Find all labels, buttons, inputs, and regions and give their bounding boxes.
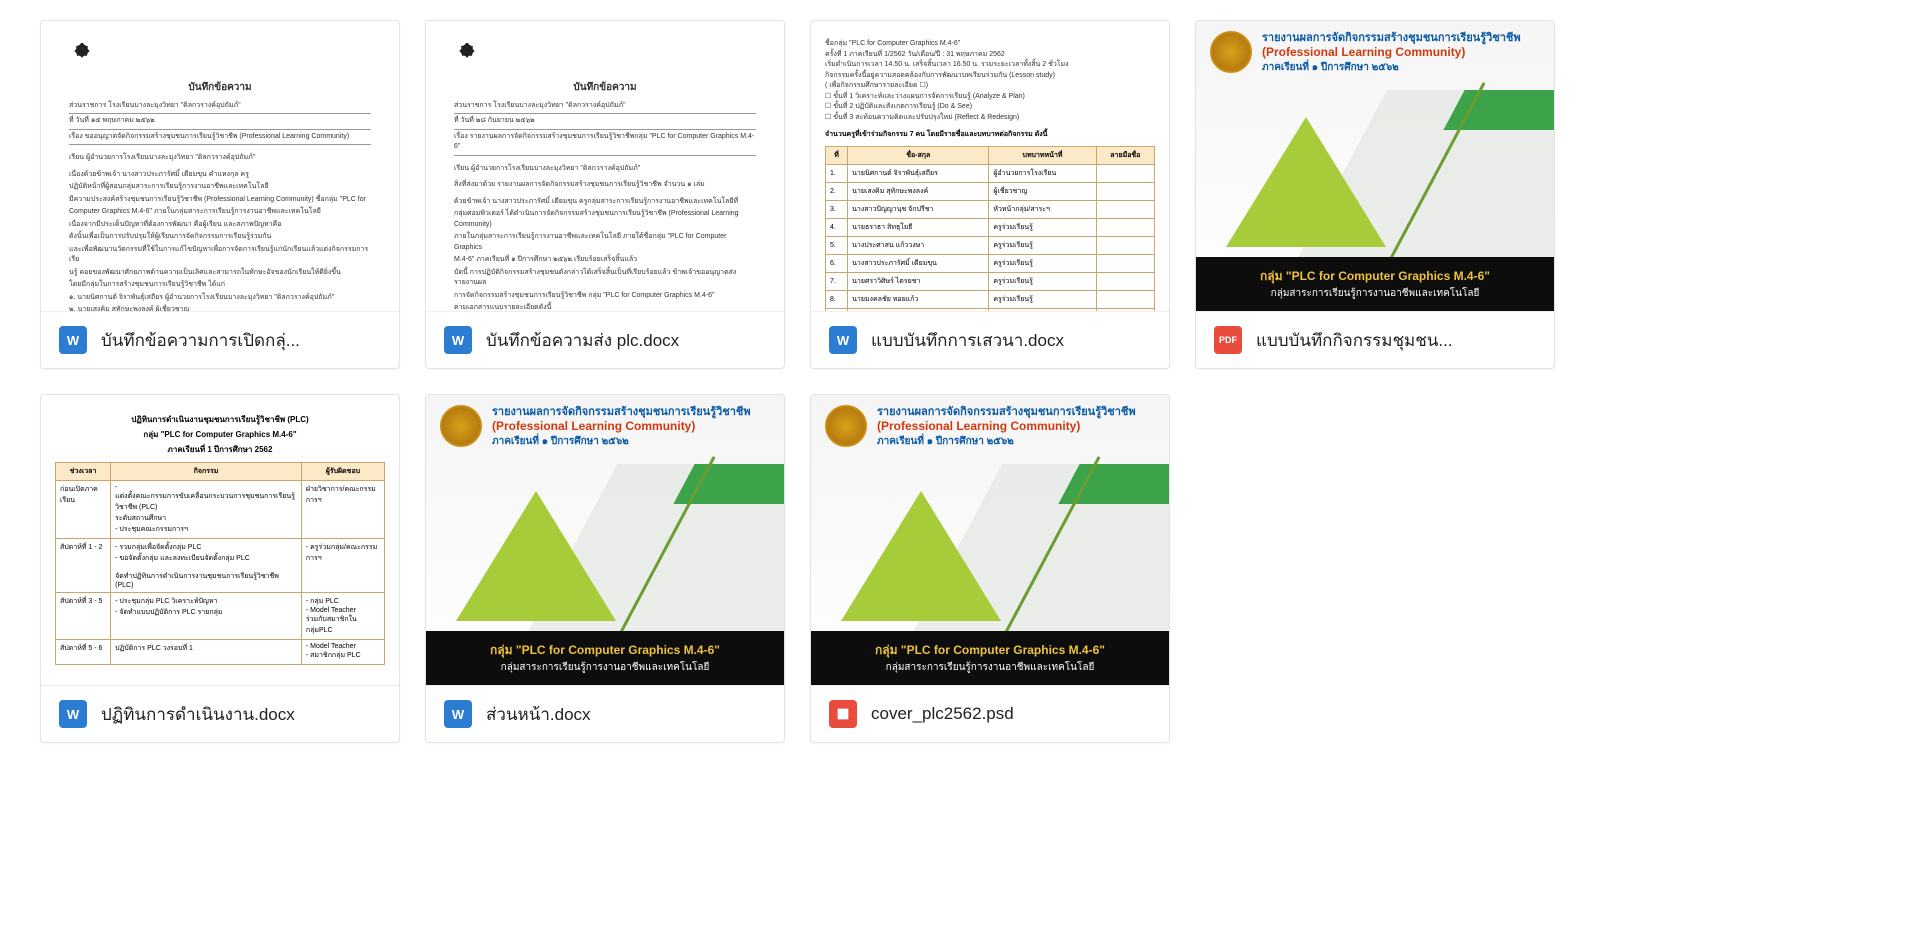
file-name: บันทึกข้อความการเปิดกลุ่...: [101, 327, 300, 354]
file-footer: W ปฏิทินการดำเนินงาน.docx: [41, 685, 399, 742]
doc-preview: บันทึกข้อความส่วนราชการ โรงเรียนบางละมุง…: [426, 21, 784, 311]
file-card[interactable]: รายงานผลการจัดกิจกรรมสร้างชุมชนการเรียนร…: [810, 394, 1170, 743]
image-icon: [829, 700, 857, 728]
file-card[interactable]: รายงานผลการจัดกิจกรรมสร้างชุมชนการเรียนร…: [425, 394, 785, 743]
file-footer: W แบบบันทึกการเสวนา.docx: [811, 311, 1169, 368]
word-icon: W: [59, 700, 87, 728]
file-card[interactable]: ชื่อกลุ่ม "PLC for Computer Graphics M.4…: [810, 20, 1170, 369]
file-thumbnail: รายงานผลการจัดกิจกรรมสร้างชุมชนการเรียนร…: [426, 395, 784, 685]
file-name: ส่วนหน้า.docx: [486, 701, 591, 728]
file-name: cover_plc2562.psd: [871, 704, 1014, 724]
file-name: ปฏิทินการดำเนินงาน.docx: [101, 701, 295, 728]
file-footer: cover_plc2562.psd: [811, 685, 1169, 742]
word-icon: W: [59, 326, 87, 354]
school-logo-icon: [1210, 31, 1252, 73]
file-card[interactable]: รายงานผลการจัดกิจกรรมสร้างชุมชนการเรียนร…: [1195, 20, 1555, 369]
cover-preview: รายงานผลการจัดกิจกรรมสร้างชุมชนการเรียนร…: [1196, 21, 1554, 311]
file-card[interactable]: บันทึกข้อความส่วนราชการ โรงเรียนบางละมุง…: [425, 20, 785, 369]
file-thumbnail: รายงานผลการจัดกิจกรรมสร้างชุมชนการเรียนร…: [1196, 21, 1554, 311]
school-logo-icon: [825, 405, 867, 447]
school-logo-icon: [440, 405, 482, 447]
meeting-preview: ชื่อกลุ่ม "PLC for Computer Graphics M.4…: [811, 21, 1169, 311]
file-name: แบบบันทึกกิจกรรมชุมชน...: [1256, 327, 1453, 354]
file-footer: W บันทึกข้อความการเปิดกลุ่...: [41, 311, 399, 368]
file-footer: PDF แบบบันทึกกิจกรรมชุมชน...: [1196, 311, 1554, 368]
pdf-icon: PDF: [1214, 326, 1242, 354]
doc-preview: บันทึกข้อความส่วนราชการ โรงเรียนบางละมุง…: [41, 21, 399, 311]
file-footer: W ส่วนหน้า.docx: [426, 685, 784, 742]
cover-preview: รายงานผลการจัดกิจกรรมสร้างชุมชนการเรียนร…: [811, 395, 1169, 685]
file-footer: W บันทึกข้อความส่ง plc.docx: [426, 311, 784, 368]
file-name: บันทึกข้อความส่ง plc.docx: [486, 327, 679, 354]
file-thumbnail: รายงานผลการจัดกิจกรรมสร้างชุมชนการเรียนร…: [811, 395, 1169, 685]
file-thumbnail: บันทึกข้อความส่วนราชการ โรงเรียนบางละมุง…: [426, 21, 784, 311]
cover-preview: รายงานผลการจัดกิจกรรมสร้างชุมชนการเรียนร…: [426, 395, 784, 685]
word-icon: W: [444, 326, 472, 354]
file-grid: บันทึกข้อความส่วนราชการ โรงเรียนบางละมุง…: [40, 20, 1878, 743]
schedule-preview: ปฏิทินการดำเนินงานชุมชนการเรียนรู้วิชาชี…: [41, 395, 399, 683]
word-icon: W: [829, 326, 857, 354]
file-card[interactable]: ปฏิทินการดำเนินงานชุมชนการเรียนรู้วิชาชี…: [40, 394, 400, 743]
file-thumbnail: บันทึกข้อความส่วนราชการ โรงเรียนบางละมุง…: [41, 21, 399, 311]
file-thumbnail: ปฏิทินการดำเนินงานชุมชนการเรียนรู้วิชาชี…: [41, 395, 399, 685]
file-card[interactable]: บันทึกข้อความส่วนราชการ โรงเรียนบางละมุง…: [40, 20, 400, 369]
file-name: แบบบันทึกการเสวนา.docx: [871, 327, 1064, 354]
word-icon: W: [444, 700, 472, 728]
file-thumbnail: ชื่อกลุ่ม "PLC for Computer Graphics M.4…: [811, 21, 1169, 311]
